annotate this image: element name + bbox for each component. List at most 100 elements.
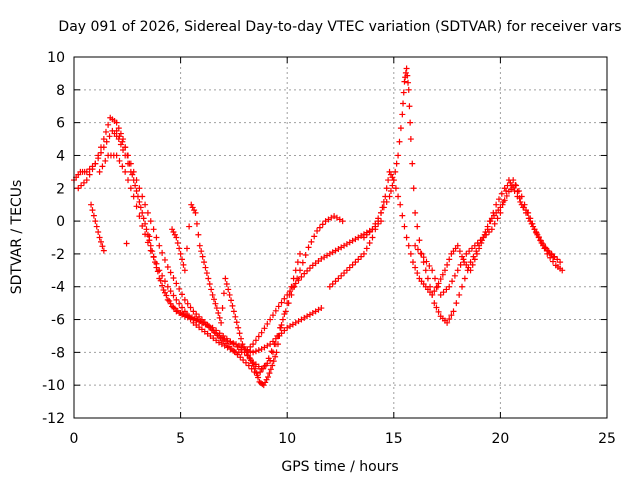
data-point-track-4 bbox=[176, 285, 183, 292]
data-point-track-7 bbox=[189, 204, 196, 211]
data-point-track-8 bbox=[476, 245, 483, 252]
data-point-track-8 bbox=[326, 283, 333, 290]
data-point-track-2 bbox=[86, 171, 93, 178]
data-point-track-7 bbox=[273, 349, 280, 356]
data-point-track-6 bbox=[463, 250, 470, 257]
data-point-track-2 bbox=[279, 316, 286, 323]
data-point-track-8 bbox=[542, 244, 549, 251]
data-point-track-8 bbox=[366, 239, 373, 246]
data-point-track-3 bbox=[170, 292, 177, 299]
data-point-track-3 bbox=[133, 203, 140, 210]
data-point-track-7 bbox=[229, 302, 236, 309]
data-point-track-4 bbox=[144, 209, 151, 216]
data-point-track-3 bbox=[122, 168, 129, 175]
data-point-track-4 bbox=[130, 168, 137, 175]
data-point-track-7 bbox=[223, 280, 230, 287]
x-tick-label: 25 bbox=[598, 431, 616, 447]
data-point-track-7 bbox=[123, 240, 130, 247]
data-point-track-7 bbox=[171, 231, 178, 238]
data-point-track-3 bbox=[167, 288, 174, 295]
data-point-track-3 bbox=[295, 277, 302, 284]
data-point-track-3 bbox=[113, 152, 120, 159]
data-point-track-6 bbox=[429, 267, 436, 274]
data-point-track-5 bbox=[360, 234, 367, 241]
data-point-track-3 bbox=[139, 223, 146, 230]
data-point-track-5 bbox=[448, 312, 455, 319]
data-point-track-6 bbox=[477, 237, 484, 244]
data-point-track-8 bbox=[478, 239, 485, 246]
data-point-track-7 bbox=[269, 362, 276, 369]
data-point-track-5 bbox=[395, 152, 402, 159]
data-point-track-7 bbox=[267, 366, 274, 373]
data-point-track-4 bbox=[190, 308, 197, 315]
data-point-track-7 bbox=[222, 275, 229, 282]
data-point-track-4 bbox=[201, 319, 208, 326]
data-point-track-7 bbox=[236, 330, 243, 337]
data-point-track-2 bbox=[316, 224, 323, 231]
data-point-track-4 bbox=[252, 348, 259, 355]
data-point-track-7 bbox=[255, 374, 262, 381]
data-point-track-8 bbox=[501, 197, 508, 204]
data-point-track-4 bbox=[184, 300, 191, 307]
data-point-track-7 bbox=[174, 239, 181, 246]
data-point-track-8 bbox=[433, 284, 440, 291]
data-point-track-5 bbox=[412, 209, 419, 216]
data-point-track-3 bbox=[187, 315, 194, 322]
y-tick-label: -12 bbox=[42, 411, 65, 427]
data-point-track-4 bbox=[113, 127, 120, 134]
data-point-track-8 bbox=[341, 270, 348, 277]
x-tick-label: 5 bbox=[176, 431, 185, 447]
data-point-track-4 bbox=[196, 313, 203, 320]
data-point-track-5 bbox=[397, 125, 404, 132]
data-point-track-8 bbox=[390, 177, 397, 184]
data-point-track-8 bbox=[516, 195, 523, 202]
data-point-track-8 bbox=[387, 171, 394, 178]
data-point-track-7 bbox=[263, 376, 270, 383]
data-point-track-8 bbox=[469, 261, 476, 268]
data-point-track-1 bbox=[161, 289, 168, 296]
data-point-track-8 bbox=[392, 185, 399, 192]
data-point-track-4 bbox=[125, 152, 132, 159]
data-point-track-2 bbox=[80, 179, 87, 186]
data-point-track-3 bbox=[116, 157, 123, 164]
data-point-track-7 bbox=[208, 286, 215, 293]
data-point-track-3 bbox=[119, 163, 126, 170]
data-point-track-1 bbox=[106, 133, 113, 140]
data-point-track-5 bbox=[446, 315, 453, 322]
data-point-track-4 bbox=[153, 234, 160, 241]
data-point-track-6 bbox=[423, 258, 430, 265]
data-point-track-7 bbox=[253, 370, 260, 377]
data-point-track-3 bbox=[289, 284, 296, 291]
data-point-track-2 bbox=[302, 252, 309, 259]
data-point-track-3 bbox=[301, 270, 308, 277]
data-point-track-6 bbox=[466, 248, 473, 255]
data-point-track-3 bbox=[298, 273, 305, 280]
plot-frame bbox=[73, 56, 608, 419]
data-point-track-7 bbox=[212, 300, 219, 307]
data-point-track-1 bbox=[103, 138, 110, 145]
data-point-track-5 bbox=[416, 237, 423, 244]
data-point-track-2 bbox=[92, 160, 99, 167]
data-point-track-5 bbox=[402, 69, 409, 76]
data-point-track-5 bbox=[422, 267, 429, 274]
data-point-track-5 bbox=[387, 188, 394, 195]
data-point-track-8 bbox=[456, 248, 463, 255]
data-point-track-2 bbox=[75, 185, 82, 192]
data-point-track-8 bbox=[372, 226, 379, 233]
data-point-track-2 bbox=[282, 308, 289, 315]
data-point-track-8 bbox=[349, 261, 356, 268]
data-point-track-6 bbox=[443, 286, 450, 293]
data-point-track-8 bbox=[343, 267, 350, 274]
data-point-track-2 bbox=[240, 357, 247, 364]
data-point-track-1 bbox=[136, 198, 143, 205]
data-point-track-8 bbox=[471, 256, 478, 263]
data-point-track-7 bbox=[98, 238, 105, 245]
data-point-track-7 bbox=[173, 234, 180, 241]
data-point-track-5 bbox=[405, 86, 412, 93]
data-point-track-4 bbox=[179, 291, 186, 298]
data-point-track-7 bbox=[100, 247, 107, 254]
data-point-track-4 bbox=[255, 347, 262, 354]
data-point-track-3 bbox=[164, 283, 171, 290]
data-point-track-2 bbox=[78, 182, 85, 189]
data-point-track-7 bbox=[230, 308, 237, 315]
